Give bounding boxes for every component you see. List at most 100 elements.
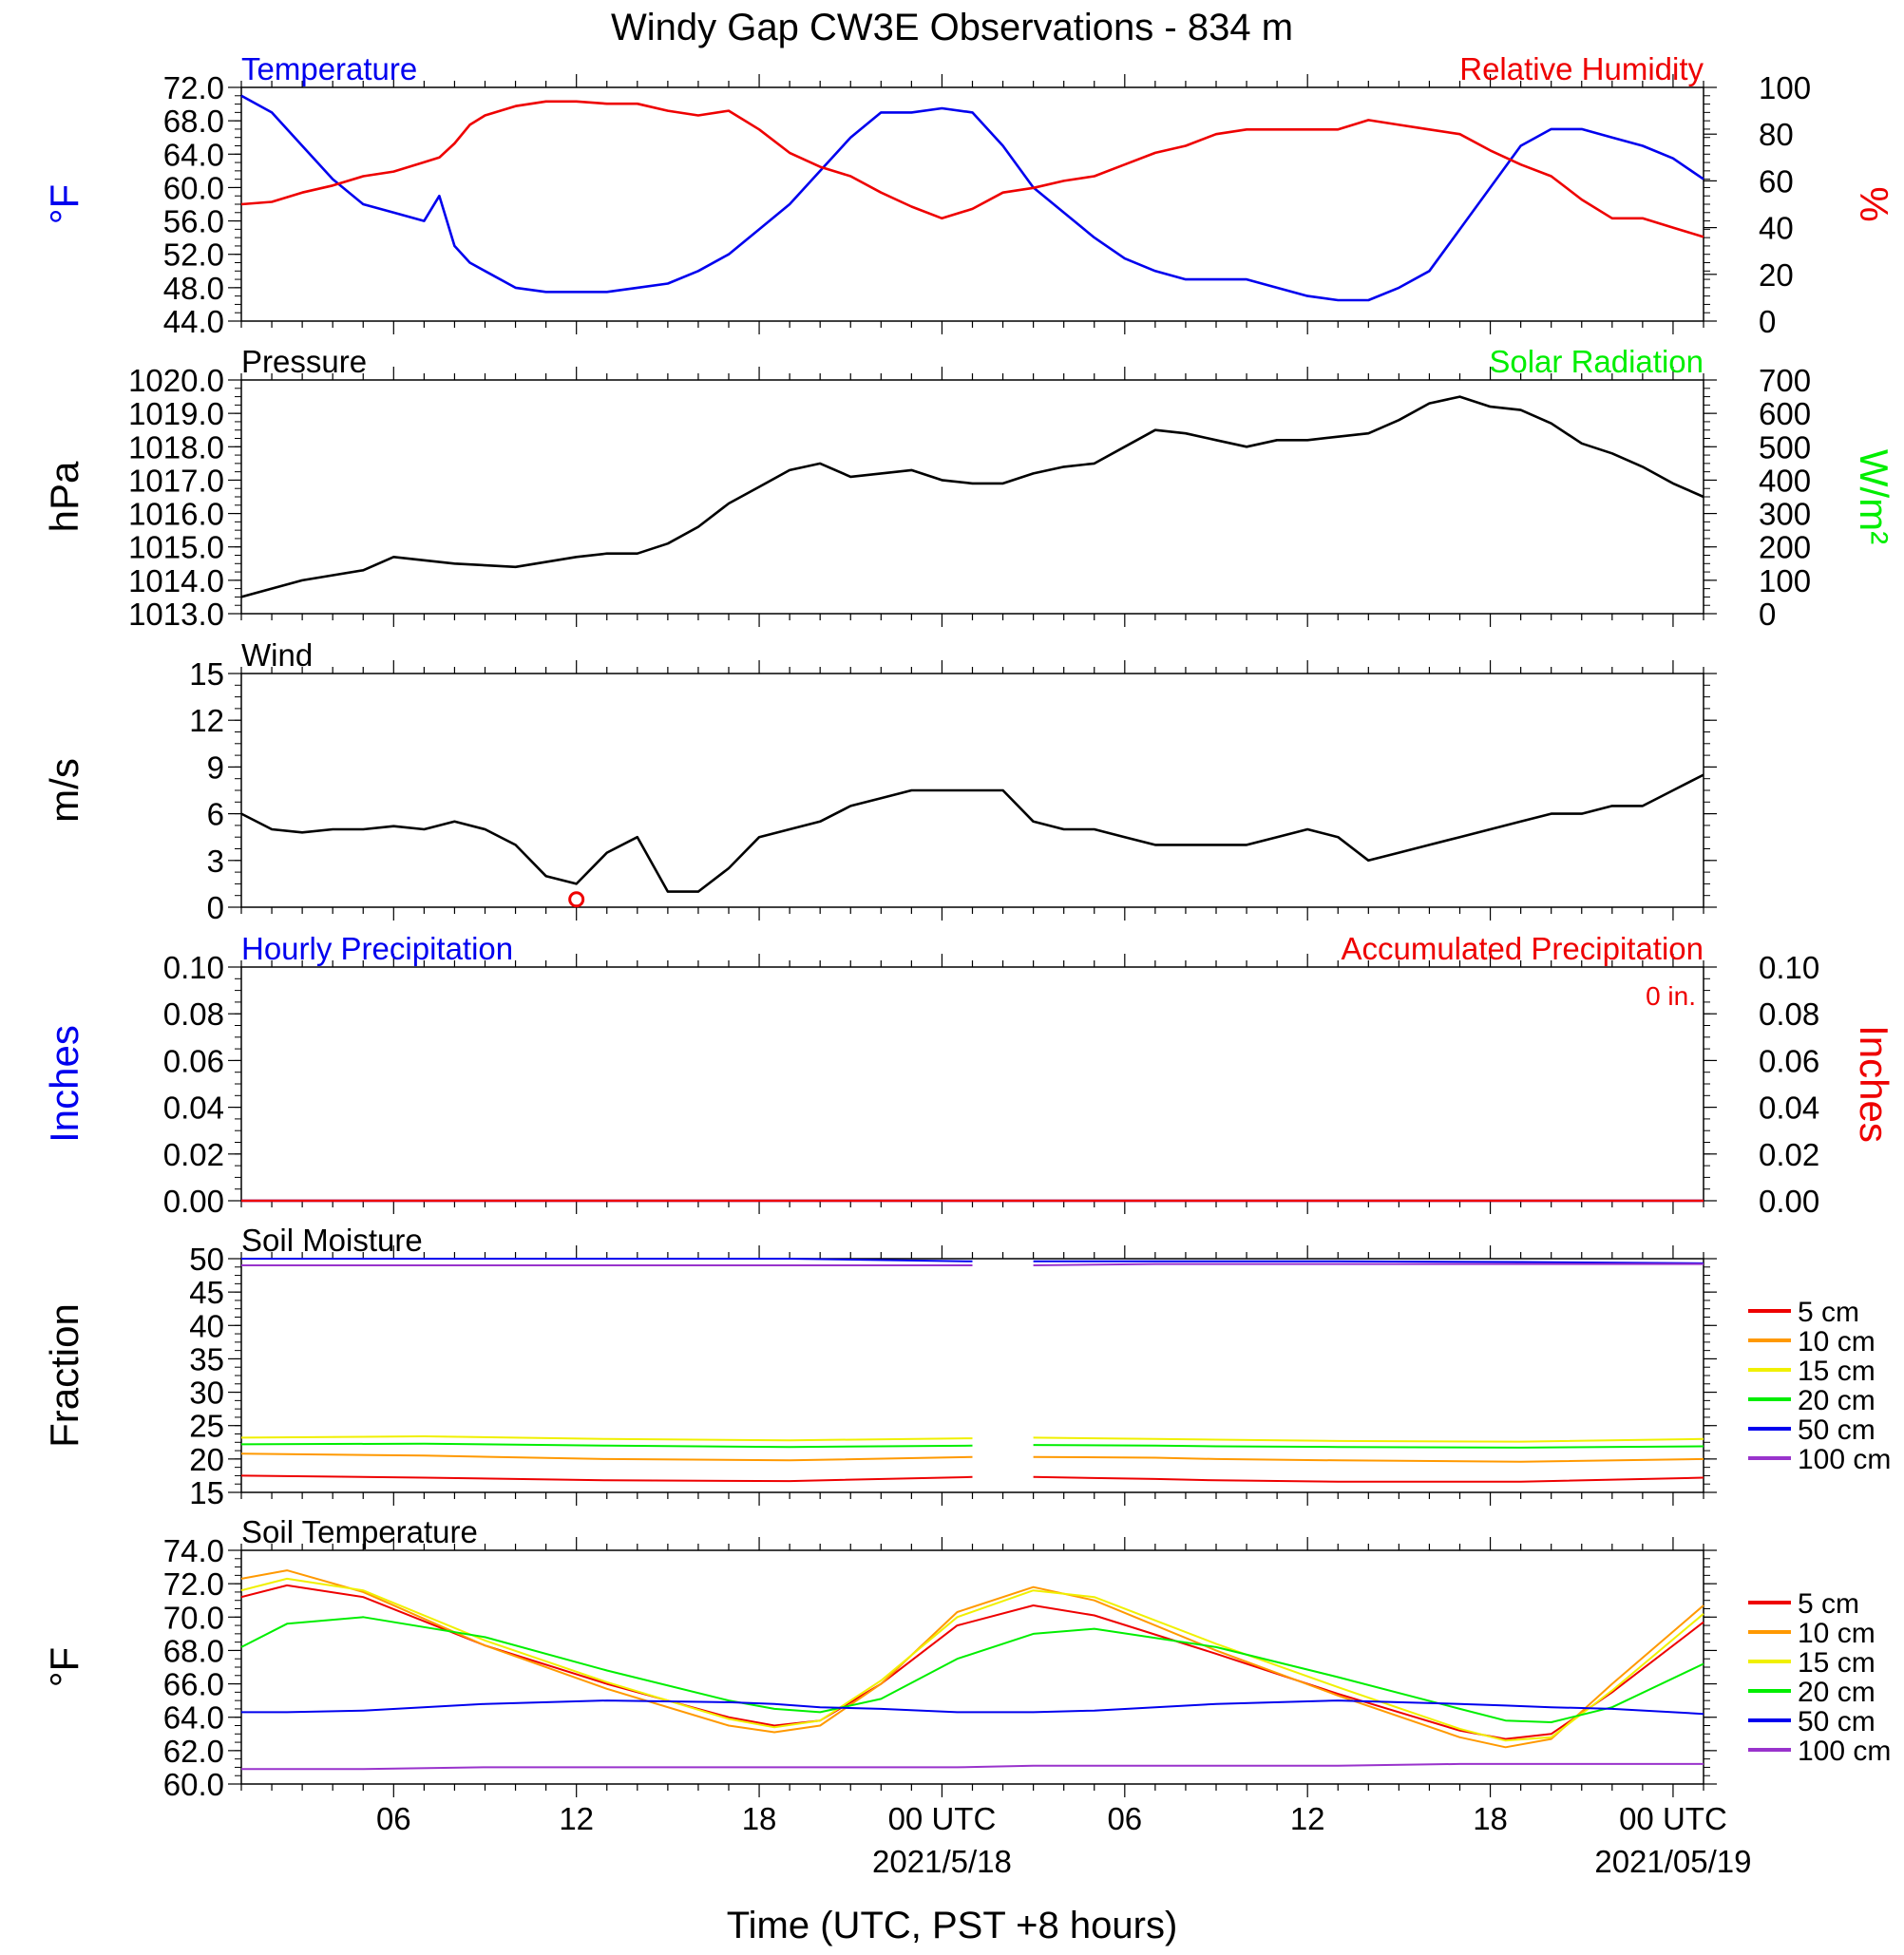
series-line-10-cm <box>240 1569 1704 1749</box>
y-tick-label: 30 <box>189 1376 224 1411</box>
y-tick-label: 1018.0 <box>128 429 224 465</box>
y-tick-label: 50 <box>189 1242 224 1277</box>
y2-axis-title: W/m² <box>1852 449 1896 544</box>
y-tick-label: 25 <box>189 1409 224 1444</box>
x-tick-label: 00 UTC <box>888 1801 997 1836</box>
y2-tick-label: 400 <box>1759 463 1811 498</box>
y-tick-label: 1015.0 <box>128 530 224 565</box>
y-tick-label: 35 <box>189 1341 224 1376</box>
legend-entry: 10 cm <box>1798 1618 1875 1649</box>
y2-tick-label: 0 <box>1759 597 1776 632</box>
y2-tick-label: 200 <box>1759 530 1811 565</box>
y-tick-label: 45 <box>189 1275 224 1310</box>
y-axis-title: m/s <box>42 758 86 823</box>
y-tick-label: 9 <box>207 750 224 785</box>
y-tick-label: 0.10 <box>163 950 224 985</box>
y-tick-label: 12 <box>189 703 224 738</box>
accum-total-label: 0 in. <box>1646 981 1696 1011</box>
y-tick-label: 44.0 <box>163 304 224 339</box>
series-line-15-cm <box>240 1435 1704 1443</box>
y2-tick-label: 100 <box>1759 70 1811 105</box>
calm-wind-marker <box>568 891 585 908</box>
y-tick-label: 3 <box>207 844 224 879</box>
y-tick-label: 48.0 <box>163 271 224 306</box>
y-tick-label: 0.04 <box>163 1091 224 1126</box>
legend-entry: 5 cm <box>1798 1297 1859 1328</box>
x-axis-title: Time (UTC, PST +8 hours) <box>727 1905 1178 1946</box>
y2-tick-label: 20 <box>1759 257 1794 293</box>
y-tick-label: 60.0 <box>163 170 224 205</box>
panel-right-title: Accumulated Precipitation <box>1341 931 1704 966</box>
y-tick-label: 64.0 <box>163 137 224 172</box>
legend-entry: 50 cm <box>1798 1706 1875 1737</box>
y-axis-title: °F <box>42 1647 86 1687</box>
legend-entry: 20 cm <box>1798 1385 1875 1416</box>
y-axis-title: Fraction <box>42 1303 86 1448</box>
panel-frame <box>240 1549 1704 1785</box>
y-tick-label: 0.08 <box>163 996 224 1032</box>
y2-axis-title: Inches <box>1852 1025 1896 1143</box>
x-tick-label: 12 <box>559 1801 594 1836</box>
y-tick-label: 68.0 <box>163 1633 224 1668</box>
legend-entry: 50 cm <box>1798 1414 1875 1446</box>
y-tick-label: 68.0 <box>163 104 224 139</box>
y2-tick-label: 700 <box>1759 363 1811 398</box>
y2-tick-label: 40 <box>1759 211 1794 246</box>
panel-left-title: Pressure <box>241 344 367 379</box>
panel-6: 74.072.070.068.066.064.062.060.0 °F Soil T… <box>42 1514 1891 1802</box>
x-tick-label: 18 <box>1473 1801 1508 1836</box>
panel-right-title: Relative Humidity <box>1459 51 1704 86</box>
y-tick-label: 56.0 <box>163 204 224 239</box>
legend-entry: 20 cm <box>1798 1677 1875 1708</box>
y2-tick-label: 0 <box>1759 304 1776 339</box>
x-date-label: 2021/05/19 <box>1594 1844 1751 1879</box>
y2-tick-label: 80 <box>1759 117 1794 152</box>
panel-left-title: Hourly Precipitation <box>241 931 513 966</box>
panel-right-title: Solar Radiation <box>1489 344 1704 379</box>
y2-tick-label: 0.04 <box>1759 1091 1819 1126</box>
series-line-20-cm <box>240 1442 1704 1449</box>
y-tick-label: 0.00 <box>163 1184 224 1219</box>
y2-tick-label: 0.10 <box>1759 950 1819 985</box>
series-line-temperature <box>240 94 1704 302</box>
x-tick-label: 00 UTC <box>1619 1801 1727 1836</box>
panel-left-title: Temperature <box>241 51 417 86</box>
y-axis-title: hPa <box>42 461 86 532</box>
series-line-wind-speed <box>240 773 1704 893</box>
y2-tick-label: 60 <box>1759 163 1794 199</box>
y2-tick-label: 0.08 <box>1759 996 1819 1032</box>
panel-left-title: Soil Temperature <box>241 1514 478 1549</box>
y-tick-label: 1013.0 <box>128 597 224 632</box>
y-tick-label: 15 <box>189 1475 224 1510</box>
y2-tick-label: 500 <box>1759 429 1811 465</box>
y-tick-label: 20 <box>189 1442 224 1477</box>
y-tick-label: 0.02 <box>163 1137 224 1172</box>
series-line-5-cm <box>240 1474 1704 1483</box>
y-tick-label: 62.0 <box>163 1734 224 1769</box>
series-line-relative-humidity <box>240 100 1704 238</box>
y-tick-label: 60.0 <box>163 1767 224 1802</box>
y2-tick-label: 0.00 <box>1759 1184 1819 1219</box>
y-tick-label: 52.0 <box>163 237 224 273</box>
y-tick-label: 74.0 <box>163 1533 224 1568</box>
y2-tick-label: 0.02 <box>1759 1137 1819 1172</box>
panel-frame <box>240 379 1704 615</box>
y2-tick-label: 100 <box>1759 563 1811 598</box>
y-axis-title: °F <box>42 184 86 224</box>
panel-left-title: Wind <box>241 637 313 673</box>
x-tick-label: 18 <box>742 1801 777 1836</box>
series-line-50-cm <box>241 1699 1704 1716</box>
y-tick-label: 66.0 <box>163 1667 224 1702</box>
legend-entry: 15 cm <box>1798 1647 1875 1679</box>
legend-entry: 100 cm <box>1798 1736 1891 1767</box>
panel-3: 15 12 9 6 3 0 m/s Wind <box>42 637 1717 925</box>
x-tick-label: 12 <box>1290 1801 1325 1836</box>
panels-group: 72.068.064.060.056.052.048.044.010080604… <box>42 51 1896 1879</box>
panel-frame <box>240 86 1704 322</box>
y-tick-label: 1019.0 <box>128 396 224 431</box>
chart-title: Windy Gap CW3E Observations - 834 m <box>611 7 1293 48</box>
series-line-100-cm <box>241 1262 1704 1266</box>
y-tick-label: 72.0 <box>163 70 224 105</box>
